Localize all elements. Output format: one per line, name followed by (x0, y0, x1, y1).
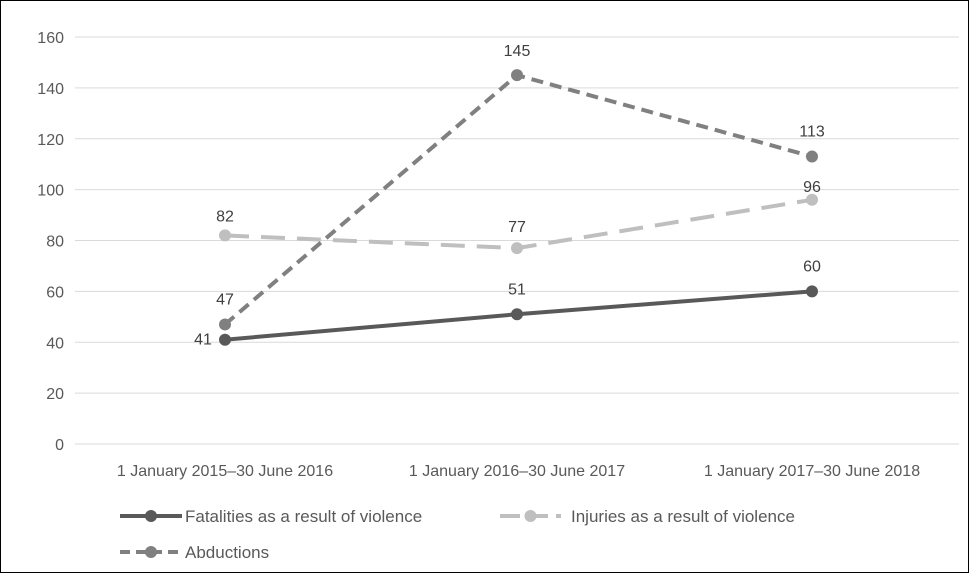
x-tick-label-3: 1 January 2017–30 June 2018 (704, 463, 920, 480)
y-tick-label-40: 40 (46, 335, 64, 352)
series-lines (219, 69, 818, 346)
data-labels: 82 77 96 47 145 113 41 51 60 (194, 43, 825, 349)
data-point-injuries-as-a-result-of-violence-2 (511, 242, 523, 255)
y-tick-label-120: 120 (37, 132, 64, 149)
legend-marker-abductions (145, 546, 157, 558)
data-label-injuries-as-a-result-of-violence-3: 96 (803, 179, 821, 196)
gridlines (75, 36, 959, 445)
data-label-fatalities-as-a-result-of-violence-1: 41 (194, 332, 212, 349)
data-label-abductions-2: 145 (504, 43, 531, 60)
legend: Fatalities as a result of violence Injuri… (120, 507, 795, 562)
data-label-abductions-1: 47 (216, 291, 234, 308)
y-axis-tick-labels: 0 20 40 60 80 100 120 140 160 (37, 30, 64, 454)
data-point-injuries-as-a-result-of-violence-1 (219, 229, 231, 242)
data-point-abductions-3 (806, 150, 818, 163)
y-tick-label-100: 100 (37, 183, 64, 200)
legend-marker-fatalities-as-a-result-of-violence (145, 510, 157, 522)
data-point-injuries-as-a-result-of-violence-3 (806, 193, 818, 206)
y-tick-label-60: 60 (46, 284, 64, 301)
x-axis-tick-labels: 1 January 2015–30 June 2016 1 January 201… (117, 463, 920, 480)
data-point-fatalities-as-a-result-of-violence-2 (511, 308, 523, 321)
data-label-fatalities-as-a-result-of-violence-2: 51 (508, 281, 526, 298)
legend-marker-injuries-as-a-result-of-violence (524, 510, 537, 522)
data-point-fatalities-as-a-result-of-violence-3 (806, 285, 818, 298)
data-point-abductions-2 (511, 69, 523, 82)
y-tick-label-0: 0 (55, 437, 64, 454)
data-label-injuries-as-a-result-of-violence-2: 77 (508, 219, 526, 236)
y-tick-label-160: 160 (37, 30, 64, 47)
x-tick-label-2: 1 January 2016–30 June 2017 (409, 463, 625, 480)
data-point-abductions-1 (219, 318, 231, 331)
data-label-abductions-3: 113 (799, 124, 825, 141)
legend-label-abductions: Abductions (185, 543, 269, 562)
y-tick-label-140: 140 (37, 81, 64, 98)
x-tick-label-1: 1 January 2015–30 June 2016 (117, 463, 333, 480)
y-tick-label-20: 20 (46, 386, 64, 403)
data-point-fatalities-as-a-result-of-violence-1 (219, 333, 231, 346)
data-label-injuries-as-a-result-of-violence-1: 82 (216, 208, 234, 225)
legend-label-fatalities-as-a-result-of-violence: Fatalities as a result of violence (185, 507, 422, 526)
legend-label-injuries-as-a-result-of-violence: Injuries as a result of violence (571, 507, 795, 526)
y-tick-label-80: 80 (46, 234, 64, 251)
data-label-fatalities-as-a-result-of-violence-3: 60 (803, 258, 821, 275)
